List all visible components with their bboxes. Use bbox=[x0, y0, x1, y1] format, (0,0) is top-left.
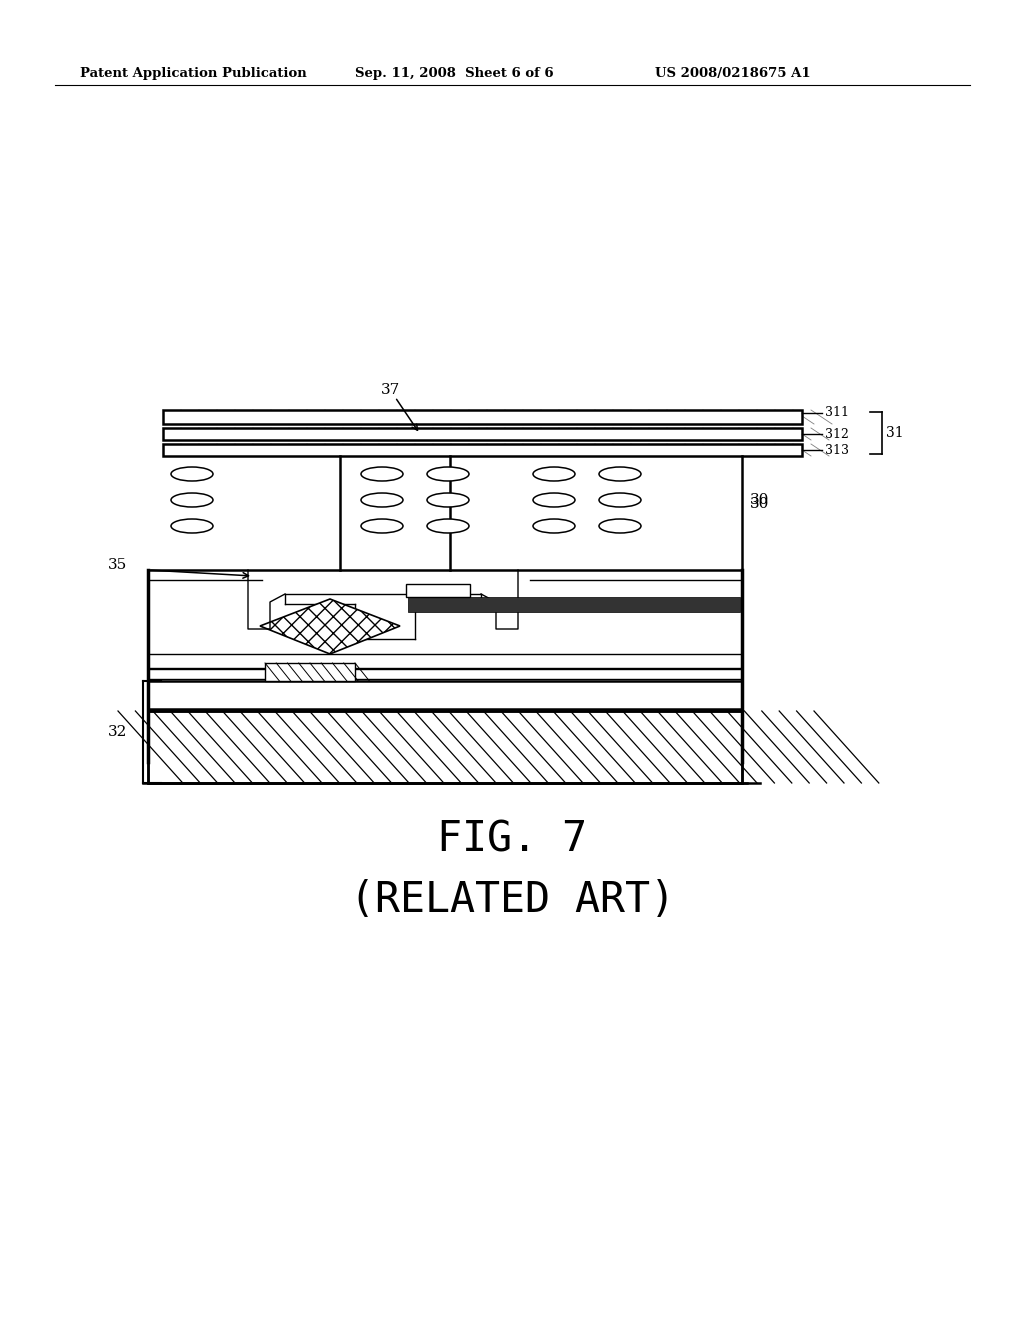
Ellipse shape bbox=[599, 519, 641, 533]
Text: 31: 31 bbox=[886, 426, 903, 440]
Text: 30: 30 bbox=[750, 498, 769, 511]
Bar bbox=[148, 653, 742, 668]
Ellipse shape bbox=[599, 467, 641, 480]
Bar bbox=[163, 428, 802, 440]
Ellipse shape bbox=[534, 492, 575, 507]
Bar bbox=[408, 597, 740, 612]
Ellipse shape bbox=[427, 467, 469, 480]
Ellipse shape bbox=[534, 467, 575, 480]
Ellipse shape bbox=[534, 519, 575, 533]
Bar bbox=[265, 663, 355, 681]
Bar bbox=[163, 411, 802, 424]
Text: US 2008/0218675 A1: US 2008/0218675 A1 bbox=[655, 66, 811, 79]
Text: FIG. 7: FIG. 7 bbox=[437, 818, 587, 861]
Ellipse shape bbox=[171, 492, 213, 507]
Text: Sep. 11, 2008  Sheet 6 of 6: Sep. 11, 2008 Sheet 6 of 6 bbox=[355, 66, 554, 79]
Bar bbox=[148, 711, 742, 783]
Text: 37: 37 bbox=[380, 383, 399, 397]
Ellipse shape bbox=[171, 519, 213, 533]
Text: 32: 32 bbox=[108, 725, 127, 739]
Ellipse shape bbox=[361, 467, 403, 480]
Ellipse shape bbox=[171, 467, 213, 480]
Text: (RELATED ART): (RELATED ART) bbox=[349, 879, 675, 921]
Text: 35: 35 bbox=[108, 558, 127, 572]
Ellipse shape bbox=[361, 492, 403, 507]
Ellipse shape bbox=[599, 492, 641, 507]
Ellipse shape bbox=[427, 492, 469, 507]
Bar bbox=[148, 711, 742, 783]
Bar bbox=[163, 444, 802, 455]
Bar bbox=[148, 681, 742, 709]
Text: Patent Application Publication: Patent Application Publication bbox=[80, 66, 307, 79]
Text: 312: 312 bbox=[825, 429, 849, 441]
Polygon shape bbox=[260, 599, 400, 653]
Text: 311: 311 bbox=[825, 405, 849, 418]
Ellipse shape bbox=[361, 519, 403, 533]
Bar bbox=[148, 669, 742, 678]
Bar bbox=[406, 583, 470, 597]
Text: 30: 30 bbox=[750, 492, 769, 507]
Ellipse shape bbox=[427, 519, 469, 533]
Text: 313: 313 bbox=[825, 445, 849, 458]
